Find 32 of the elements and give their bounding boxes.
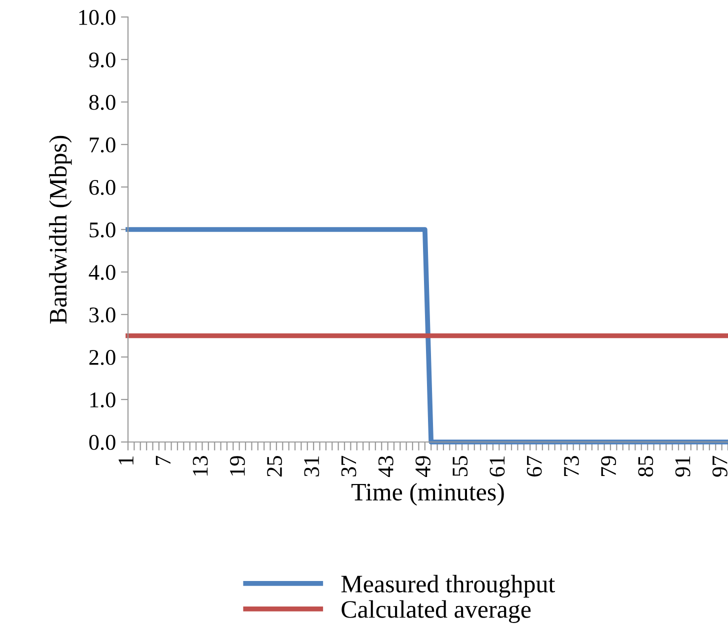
x-tick-label: 31 [304, 456, 320, 476]
x-tick-label: 61 [490, 456, 505, 476]
y-tick-label: 4.0 [88, 264, 116, 280]
x-tick-label: 91 [675, 456, 690, 477]
legend-label: Calculated average [342, 600, 531, 624]
y-axis-title: Bandwidth (Mbps) [49, 136, 72, 324]
y-tick-label: 6.0 [89, 180, 116, 196]
y-tick-label: 8.0 [89, 94, 116, 110]
x-tick-label: 49 [416, 456, 430, 477]
y-tick-label: 5.0 [90, 222, 116, 238]
y-tick-label: 0.0 [89, 434, 116, 450]
x-axis-title: Time (minutes) [351, 482, 504, 506]
x-tick-label: 97 [712, 456, 728, 477]
y-tick-label: 3.0 [89, 307, 116, 323]
x-tick-label: 79 [601, 456, 616, 476]
y-tick-label: 2.0 [89, 350, 116, 366]
y-tick-label: 1.0 [90, 392, 116, 408]
x-tick-label: 7 [156, 456, 170, 465]
x-tick-label: 85 [638, 456, 654, 477]
x-tick-label: 1 [118, 456, 134, 464]
x-tick-label: 19 [230, 456, 245, 476]
x-tick-label: 13 [192, 456, 208, 476]
legend-label: Measured throughput [341, 574, 556, 598]
y-tick-label: 10.0 [79, 10, 116, 26]
x-tick-label: 67 [526, 456, 542, 476]
x-tick-label: 73 [564, 456, 579, 476]
x-tick-label: 37 [341, 456, 356, 476]
x-tick-label: 25 [267, 456, 282, 476]
y-tick-label: 7.0 [90, 137, 116, 153]
x-tick-label: 43 [378, 456, 394, 477]
y-tick-label: 9.0 [89, 52, 116, 68]
x-tick-label: 55 [452, 456, 468, 476]
